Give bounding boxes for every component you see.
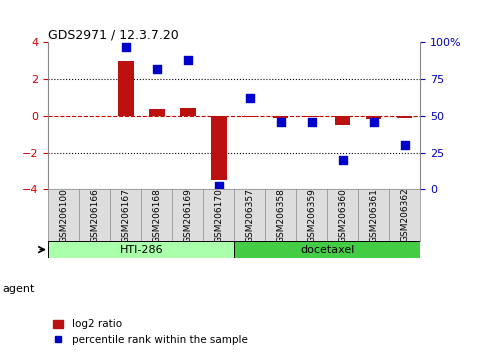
Bar [304,116,319,117]
Point [370,119,378,125]
Bar [242,116,257,117]
Text: GDS2971 / 12.3.7.20: GDS2971 / 12.3.7.20 [48,28,179,41]
Bar [180,108,196,116]
Text: GSM206362: GSM206362 [400,188,409,242]
Text: agent: agent [2,284,35,293]
Bar [118,61,133,116]
Point [246,96,254,101]
Text: GSM206357: GSM206357 [245,188,254,242]
Bar [48,241,234,258]
Text: GSM206167: GSM206167 [121,188,130,242]
Point [184,57,192,63]
Bar [273,116,288,118]
Point [277,119,284,125]
Bar [149,109,165,116]
Point [153,66,161,72]
Legend: log2 ratio, percentile rank within the sample: log2 ratio, percentile rank within the s… [49,315,252,349]
Text: HTI-286: HTI-286 [119,245,163,255]
Text: GSM206168: GSM206168 [152,188,161,242]
Point [308,119,315,125]
Bar [366,116,382,119]
Text: GSM206360: GSM206360 [338,188,347,242]
Text: GSM206361: GSM206361 [369,188,378,242]
Text: GSM206359: GSM206359 [307,188,316,242]
Point [339,157,347,163]
Bar [397,116,412,118]
Text: GSM206100: GSM206100 [59,188,68,242]
Bar [211,116,227,180]
Text: docetaxel: docetaxel [300,245,355,255]
Text: GSM206166: GSM206166 [90,188,99,242]
Text: GSM206358: GSM206358 [276,188,285,242]
Point [401,142,409,148]
Point [122,44,129,50]
Bar [234,241,420,258]
Bar [335,116,351,125]
Text: GSM206169: GSM206169 [183,188,192,242]
Text: GSM206170: GSM206170 [214,188,223,242]
Point [215,184,223,189]
